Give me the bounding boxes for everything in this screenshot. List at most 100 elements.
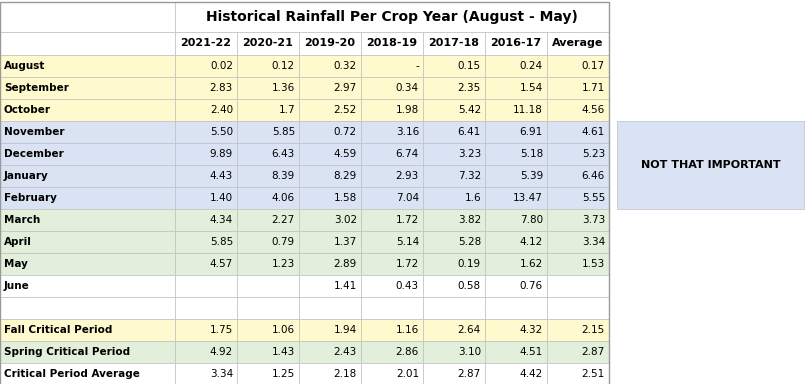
Bar <box>361 275 423 297</box>
Bar <box>361 319 423 341</box>
Text: 1.40: 1.40 <box>210 193 233 203</box>
Bar <box>361 165 423 187</box>
Text: 2.15: 2.15 <box>582 325 605 335</box>
Text: 1.54: 1.54 <box>520 83 543 93</box>
Bar <box>485 297 547 319</box>
Bar <box>547 363 609 384</box>
Bar <box>547 209 609 231</box>
Bar <box>361 55 423 77</box>
Text: Critical Period Average: Critical Period Average <box>4 369 140 379</box>
Bar <box>485 77 547 99</box>
Bar <box>361 121 423 143</box>
Text: 6.43: 6.43 <box>272 149 295 159</box>
Text: 2.64: 2.64 <box>458 325 481 335</box>
Text: 5.39: 5.39 <box>520 171 543 181</box>
Text: 2.43: 2.43 <box>334 347 357 357</box>
Bar <box>423 121 485 143</box>
Text: June: June <box>4 281 30 291</box>
Text: 4.59: 4.59 <box>334 149 357 159</box>
Bar <box>299 32 361 55</box>
Text: 4.42: 4.42 <box>520 369 543 379</box>
Bar <box>0 275 175 297</box>
Text: 3.34: 3.34 <box>210 369 233 379</box>
Bar <box>485 363 547 384</box>
Bar <box>299 77 361 99</box>
Bar <box>0 55 175 77</box>
Bar <box>175 187 237 209</box>
Bar <box>0 231 175 253</box>
Text: 5.14: 5.14 <box>396 237 419 247</box>
Bar <box>547 253 609 275</box>
Bar <box>237 32 299 55</box>
Bar <box>299 297 361 319</box>
Text: 2.40: 2.40 <box>210 105 233 115</box>
Bar <box>299 55 361 77</box>
Text: 0.76: 0.76 <box>520 281 543 291</box>
Bar <box>423 143 485 165</box>
Text: 1.43: 1.43 <box>272 347 295 357</box>
Text: January: January <box>4 171 48 181</box>
Text: 8.39: 8.39 <box>272 171 295 181</box>
Bar <box>237 165 299 187</box>
Bar <box>299 165 361 187</box>
Bar <box>237 187 299 209</box>
Text: 9.89: 9.89 <box>210 149 233 159</box>
Bar <box>299 341 361 363</box>
Text: 3.82: 3.82 <box>458 215 481 225</box>
Text: 0.58: 0.58 <box>458 281 481 291</box>
Bar <box>237 99 299 121</box>
Bar <box>175 77 237 99</box>
Text: 4.51: 4.51 <box>520 347 543 357</box>
Text: 3.34: 3.34 <box>582 237 605 247</box>
Text: 1.41: 1.41 <box>334 281 357 291</box>
Bar <box>0 32 175 55</box>
Bar <box>361 143 423 165</box>
Text: 2.87: 2.87 <box>458 369 481 379</box>
Bar <box>175 99 237 121</box>
Text: 4.92: 4.92 <box>210 347 233 357</box>
Text: 3.02: 3.02 <box>334 215 357 225</box>
Text: Fall Critical Period: Fall Critical Period <box>4 325 112 335</box>
Bar <box>0 2 175 32</box>
Text: 2.18: 2.18 <box>334 369 357 379</box>
Text: 2.86: 2.86 <box>396 347 419 357</box>
Text: 0.72: 0.72 <box>334 127 357 137</box>
Bar <box>0 209 175 231</box>
Bar <box>485 55 547 77</box>
Text: 0.19: 0.19 <box>458 259 481 269</box>
Bar <box>361 231 423 253</box>
Bar <box>175 121 237 143</box>
Text: 0.12: 0.12 <box>272 61 295 71</box>
Text: November: November <box>4 127 64 137</box>
Bar <box>547 55 609 77</box>
Bar <box>423 99 485 121</box>
Text: 1.7: 1.7 <box>278 105 295 115</box>
Bar <box>175 341 237 363</box>
Text: 2018-19: 2018-19 <box>367 38 418 48</box>
Bar <box>423 187 485 209</box>
Text: 8.29: 8.29 <box>334 171 357 181</box>
Text: 0.02: 0.02 <box>210 61 233 71</box>
Text: December: December <box>4 149 64 159</box>
Bar <box>0 77 175 99</box>
Text: 2020-21: 2020-21 <box>243 38 293 48</box>
Text: 6.41: 6.41 <box>458 127 481 137</box>
Text: 2017-18: 2017-18 <box>429 38 480 48</box>
Bar <box>299 253 361 275</box>
Bar <box>547 165 609 187</box>
Bar <box>423 32 485 55</box>
Text: October: October <box>4 105 51 115</box>
Text: 7.32: 7.32 <box>458 171 481 181</box>
Text: 5.85: 5.85 <box>210 237 233 247</box>
Text: -: - <box>415 61 419 71</box>
Text: 0.15: 0.15 <box>458 61 481 71</box>
Bar <box>175 363 237 384</box>
Text: 5.23: 5.23 <box>582 149 605 159</box>
Bar <box>485 209 547 231</box>
Bar <box>299 363 361 384</box>
Text: 1.71: 1.71 <box>582 83 605 93</box>
Bar <box>423 363 485 384</box>
Text: 6.74: 6.74 <box>396 149 419 159</box>
Text: 1.23: 1.23 <box>272 259 295 269</box>
Text: 0.32: 0.32 <box>334 61 357 71</box>
